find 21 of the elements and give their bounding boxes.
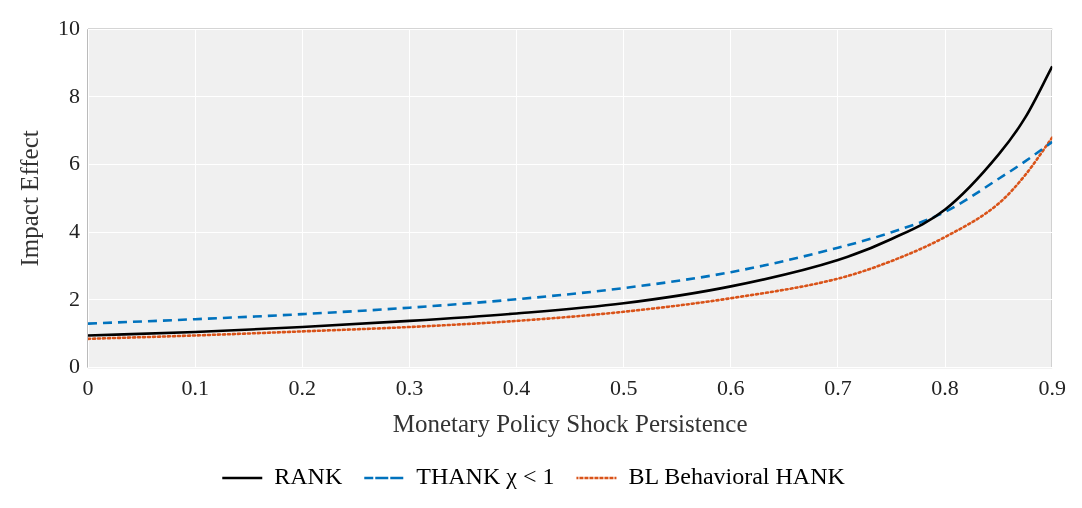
x-axis-title: Monetary Policy Shock Persistence bbox=[392, 409, 748, 437]
x-tick-label: 0.2 bbox=[288, 374, 317, 400]
y-tick-label: 0 bbox=[69, 353, 80, 379]
y-tick-label: 10 bbox=[58, 14, 80, 40]
x-tick-label: 0.7 bbox=[824, 374, 852, 400]
y-tick-label: 4 bbox=[69, 218, 80, 244]
x-tick-label: 0.1 bbox=[181, 374, 209, 400]
x-tick-label: 0.5 bbox=[609, 374, 638, 400]
x-tick-label: 0.8 bbox=[931, 374, 959, 400]
legend-label: RANK bbox=[274, 463, 343, 490]
line-series bbox=[88, 65, 1053, 337]
legend-label: BL Behavioral HANK bbox=[628, 463, 846, 490]
x-tick-label: 0.9 bbox=[1038, 374, 1066, 400]
y-tick-label: 6 bbox=[69, 150, 80, 176]
x-tick-label: 0.4 bbox=[502, 374, 531, 400]
y-tick-label: 2 bbox=[69, 285, 80, 311]
y-tick-label: 8 bbox=[69, 82, 80, 108]
legend-label: THANK χ < 1 bbox=[416, 463, 555, 490]
x-tick-label: 0.3 bbox=[395, 374, 424, 400]
x-tick-label: 0.6 bbox=[717, 374, 745, 400]
y-axis-title: Impact Effect bbox=[15, 130, 43, 267]
